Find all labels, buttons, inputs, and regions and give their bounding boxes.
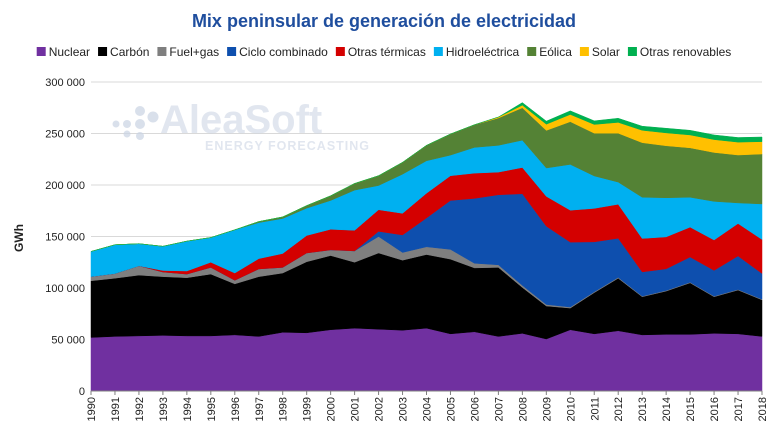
legend-item-otras-renovables: Otras renovables	[627, 45, 731, 59]
area-nuclear	[90, 327, 763, 392]
y-tick-label: 300 000	[45, 77, 85, 89]
x-tick-label: 1992	[134, 397, 146, 421]
x-tick-label: 2010	[565, 397, 577, 421]
x-tick-label: 2005	[445, 397, 457, 421]
legend-label: Ciclo combinado	[239, 45, 328, 59]
stacked-areas	[90, 102, 763, 392]
x-tick-label: 2009	[541, 397, 553, 421]
x-tick-label: 2013	[637, 397, 649, 421]
x-tick-label: 1995	[206, 397, 218, 421]
legend-label: Otras renovables	[640, 45, 731, 59]
watermark-brand: AleaSoft	[160, 98, 322, 142]
legend-swatch	[36, 47, 46, 56]
watermark: AleaSoft ENERGY FORECASTING	[112, 98, 370, 153]
legend-item-ciclo-combinado: Ciclo combinado	[227, 45, 328, 59]
x-tick-label: 2015	[685, 397, 697, 421]
legend-swatch	[335, 47, 345, 56]
x-tick-label: 2017	[733, 397, 745, 421]
x-tick-label: 2018	[757, 397, 768, 421]
legend: Nuclear Carbón Fuel+gas Ciclo combinado Otra…	[36, 45, 731, 59]
legend-swatch	[433, 47, 443, 56]
aleasoft-logo-icon	[112, 106, 159, 140]
legend-swatch	[157, 47, 167, 56]
legend-item-eolica: Eólica	[527, 45, 572, 59]
x-tick-label: 1990	[86, 397, 98, 421]
legend-label: Nuclear	[49, 45, 90, 59]
x-tick-label: 2016	[709, 397, 721, 421]
y-tick-label: 0	[79, 386, 85, 398]
legend-label: Solar	[592, 45, 620, 59]
y-tick-label: 50 000	[51, 335, 85, 347]
x-tick-label: 2002	[374, 397, 386, 421]
x-tick-label: 1999	[302, 397, 314, 421]
legend-swatch	[627, 47, 637, 56]
legend-item-carbon: Carbón	[98, 45, 149, 59]
area-otras-renovables	[90, 102, 763, 252]
legend-item-hidroelectrica: Hidroeléctrica	[433, 45, 520, 59]
y-tick-label: 150 000	[45, 232, 85, 244]
legend-swatch	[227, 47, 237, 56]
x-axis-ticks: 1990 1991 1992 1993 1994 1995 1996 1997 1998 1999…	[86, 391, 768, 421]
legend-label: Hidroeléctrica	[446, 45, 520, 59]
x-tick-label: 2012	[613, 397, 625, 421]
x-tick-label: 2000	[326, 397, 338, 421]
legend-label: Carbón	[110, 45, 149, 59]
legend-item-nuclear: Nuclear	[36, 45, 90, 59]
legend-label: Fuel+gas	[169, 45, 219, 59]
legend-item-solar: Solar	[579, 45, 620, 59]
y-tick-label: 200 000	[45, 180, 85, 192]
x-tick-label: 2014	[661, 397, 673, 421]
x-tick-label: 1996	[230, 397, 242, 421]
chart-title: Mix peninsular de generación de electric…	[192, 11, 576, 31]
legend-item-fuel-gas: Fuel+gas	[157, 45, 219, 59]
y-tick-label: 100 000	[45, 283, 85, 295]
x-tick-label: 2001	[350, 397, 362, 421]
y-axis-ticks: 0 50 000 100 000 150 000 200 000 250 000 300 0…	[45, 77, 85, 398]
x-tick-label: 1998	[278, 397, 290, 421]
y-axis-label: GWh	[12, 224, 26, 252]
x-tick-label: 1993	[158, 397, 170, 421]
watermark-tagline: ENERGY FORECASTING	[205, 139, 370, 153]
x-tick-label: 1997	[254, 397, 266, 421]
x-tick-label: 1991	[110, 397, 122, 421]
x-tick-label: 2007	[493, 397, 505, 421]
y-tick-label: 250 000	[45, 129, 85, 141]
x-tick-label: 1994	[182, 397, 194, 421]
legend-item-otras-termicas: Otras térmicas	[335, 45, 426, 59]
legend-label: Otras térmicas	[348, 45, 426, 59]
x-tick-label: 2004	[422, 397, 434, 421]
legend-swatch	[98, 47, 108, 56]
legend-label: Eólica	[539, 45, 572, 59]
legend-swatch	[579, 47, 589, 56]
legend-swatch	[527, 47, 537, 56]
x-tick-label: 2006	[469, 397, 481, 421]
x-tick-label: 2008	[517, 397, 529, 421]
x-tick-label: 2003	[398, 397, 410, 421]
x-tick-label: 2011	[589, 397, 601, 421]
